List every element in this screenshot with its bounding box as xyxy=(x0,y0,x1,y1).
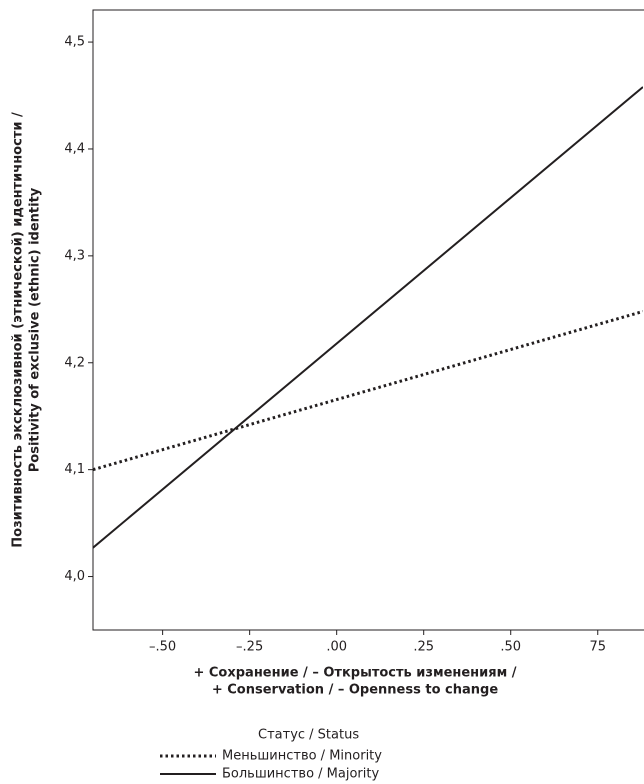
y-axis-label: Позитивность эксклюзивной (этнической) и… xyxy=(11,112,26,548)
y-tick-label: 4,3 xyxy=(64,248,85,263)
x-axis-label: + Сохранение / – Открытость изменениям / xyxy=(193,666,516,681)
y-tick-label: 4,5 xyxy=(64,35,85,50)
y-tick-label: 4,2 xyxy=(64,355,85,370)
x-axis-label: + Conservation / – Openness to change xyxy=(212,683,499,698)
legend-title: Статус / Status xyxy=(258,728,359,743)
x-tick-label: –.25 xyxy=(236,640,263,655)
x-tick-label: .00 xyxy=(326,640,347,655)
x-tick-label: .25 xyxy=(413,640,434,655)
y-tick-label: 4,0 xyxy=(64,569,85,584)
y-tick-label: 4,4 xyxy=(64,141,85,156)
x-tick-label: 75 xyxy=(589,640,606,655)
x-tick-label: .50 xyxy=(500,640,521,655)
legend-label: Меньшинство / Minority xyxy=(222,749,382,764)
plot-frame xyxy=(92,9,644,631)
y-tick-label: 4,1 xyxy=(64,462,85,477)
legend-label: Большинство / Majority xyxy=(222,767,379,782)
y-axis-label: Positivity of exclusive (ethnic) identit… xyxy=(28,187,43,472)
series-line xyxy=(93,310,643,472)
x-tick-label: –.50 xyxy=(149,640,176,655)
series-line xyxy=(93,86,643,549)
